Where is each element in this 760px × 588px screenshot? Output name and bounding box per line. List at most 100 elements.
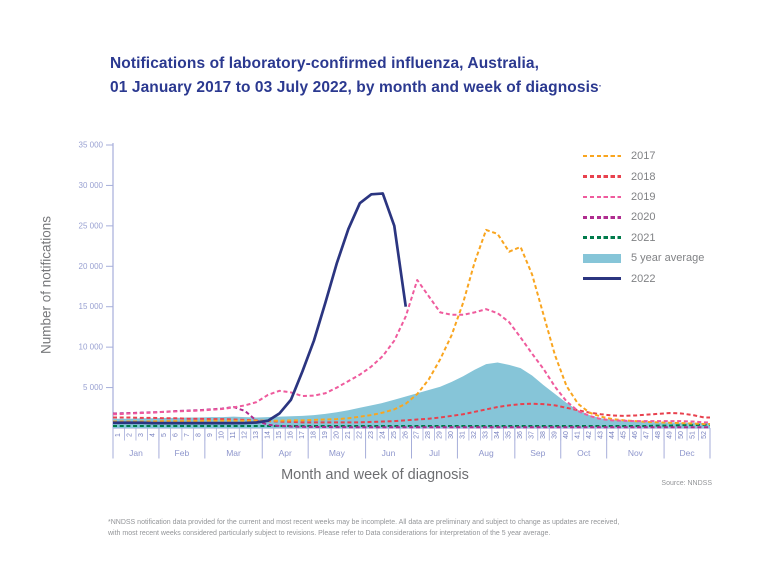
week-label: 25 [391,431,398,439]
month-label-nov: Nov [628,448,644,458]
chart-title-line2: 01 January 2017 to 03 July 2022, by mont… [110,79,602,96]
month-label-may: May [329,448,346,458]
legend-swatch-solid [583,277,621,280]
legend-swatch-dashed [583,236,621,240]
week-label: 15 [276,431,283,439]
week-label: 14 [264,431,271,439]
month-label-jun: Jun [382,448,396,458]
week-label: 5 [161,433,168,437]
legend-swatch-dashed [583,154,621,158]
chart-legend: 2017 2018 2019 2020 2021 5 year average 2022 [583,146,704,289]
legend-item-2022: 2022 [583,268,704,288]
week-label: 49 [666,431,673,439]
week-label: 19 [322,431,329,439]
chart-title: Notifications of laboratory-confirmed in… [110,52,602,99]
chart-title-line1: Notifications of laboratory-confirmed in… [110,55,540,72]
month-label-jul: Jul [429,448,440,458]
week-label: 48 [655,431,662,439]
footnote: *NNDSS notification data provided for th… [108,518,619,539]
month-label-jan: Jan [129,448,143,458]
week-label: 47 [643,431,650,439]
week-label: 3 [138,433,145,437]
week-label: 37 [529,431,536,439]
week-label: 13 [253,431,260,439]
week-label: 43 [597,431,604,439]
week-label: 38 [540,431,547,439]
legend-item-2021: 2021 [583,228,704,248]
legend-swatch-dashed [583,216,621,219]
footnote-line1: *NNDSS notification data provided for th… [108,519,620,526]
week-label: 12 [242,431,249,439]
y-axis-tick-label: 35 000 [79,141,104,150]
y-axis-tick-label: 5 000 [83,383,104,392]
legend-label: 2022 [631,272,656,285]
legend-label: 2020 [631,211,656,224]
week-label: 32 [471,431,478,439]
month-label-dec: Dec [679,448,695,458]
week-label: 52 [701,431,708,439]
week-label: 8 [196,433,203,437]
legend-item-2017: 2017 [583,146,704,166]
source-note: Source: NNDSS [661,480,712,487]
series-line-2019 [113,279,710,424]
week-label: 4 [150,433,157,437]
week-label: 2 [127,433,134,437]
month-label-aug: Aug [479,448,494,458]
week-label: 30 [448,431,455,439]
week-label: 31 [460,431,467,439]
week-label: 23 [368,431,375,439]
week-label: 22 [356,431,363,439]
series-area-5-year-average [113,362,710,428]
legend-swatch-dashed [583,175,621,178]
y-axis-tick-label: 20 000 [79,262,104,271]
week-label: 1 [115,433,122,437]
week-label: 39 [552,431,559,439]
series-line-2020 [113,405,710,429]
week-label: 9 [207,433,214,437]
y-axis-tick-label: 30 000 [79,181,104,190]
week-label: 33 [483,431,490,439]
legend-item-5-year-average: 5 year average [583,248,704,268]
month-label-oct: Oct [577,448,591,458]
legend-label: 2018 [631,170,656,183]
legend-label: 5 year average [631,252,705,265]
week-label: 35 [506,431,513,439]
legend-label: 2017 [631,150,656,163]
week-label: 16 [287,431,294,439]
week-label: 21 [345,431,352,439]
month-label-apr: Apr [279,448,292,458]
week-label: 18 [310,431,317,439]
week-label: 24 [379,431,386,439]
legend-item-2018: 2018 [583,166,704,186]
week-label: 27 [414,431,421,439]
week-label: 20 [333,431,340,439]
week-label: 46 [632,431,639,439]
week-label: 45 [620,431,627,439]
week-label: 36 [517,431,524,439]
legend-item-2019: 2019 [583,187,704,207]
week-label: 6 [173,433,180,437]
series-line-2018 [113,402,710,424]
legend-label: 2019 [631,190,656,203]
week-label: 29 [437,431,444,439]
y-axis-tick-label: 15 000 [79,302,104,311]
week-label: 17 [299,431,306,439]
series-line-2022 [113,192,408,425]
week-label: 42 [586,431,593,439]
y-axis-tick-label: 10 000 [79,343,104,352]
series-line-2021 [113,423,710,427]
footnote-line2: with most recent weeks considered partic… [108,529,551,537]
legend-label: 2021 [631,231,656,244]
footnote-marker: · [598,81,602,91]
month-label-feb: Feb [175,448,190,458]
week-label: 28 [425,431,432,439]
x-axis-title: Month and week of diagnosis [281,467,469,483]
week-label: 44 [609,431,616,439]
legend-swatch-dashed [583,195,621,199]
legend-item-2020: 2020 [583,207,704,227]
week-label: 26 [402,431,409,439]
week-label: 7 [184,433,191,437]
week-label: 51 [689,431,696,439]
week-label: 34 [494,431,501,439]
